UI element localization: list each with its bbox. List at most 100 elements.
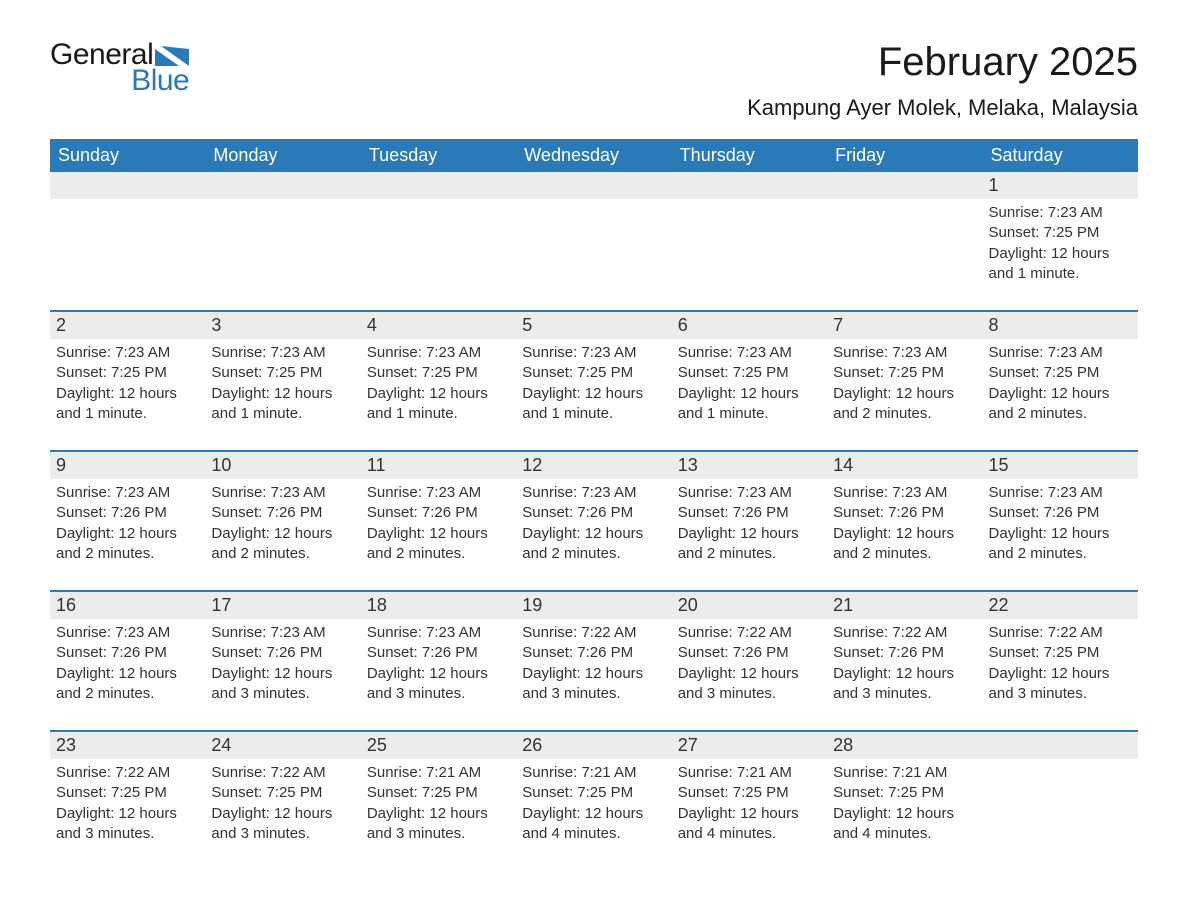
daylight-text: Daylight: 12 hours and 3 minutes. bbox=[989, 664, 1132, 705]
sunrise-text: Sunrise: 7:21 AM bbox=[367, 763, 510, 783]
daylight-text: Daylight: 12 hours and 2 minutes. bbox=[989, 384, 1132, 425]
day-number-cell: 7 bbox=[827, 312, 982, 339]
logo-triangle-icon bbox=[155, 46, 189, 66]
details-row: Sunrise: 7:23 AMSunset: 7:25 PMDaylight:… bbox=[50, 199, 1138, 311]
day-detail-cell bbox=[516, 199, 671, 311]
day-detail-cell: Sunrise: 7:23 AMSunset: 7:26 PMDaylight:… bbox=[50, 479, 205, 591]
title-block: February 2025 Kampung Ayer Molek, Melaka… bbox=[747, 40, 1138, 121]
daynum-row: 1 bbox=[50, 172, 1138, 199]
daylight-text: Daylight: 12 hours and 2 minutes. bbox=[522, 524, 665, 565]
day-number-cell: 13 bbox=[672, 452, 827, 479]
day-detail-cell: Sunrise: 7:23 AMSunset: 7:25 PMDaylight:… bbox=[827, 339, 982, 451]
daylight-text: Daylight: 12 hours and 1 minute. bbox=[56, 384, 199, 425]
day-detail-cell: Sunrise: 7:23 AMSunset: 7:25 PMDaylight:… bbox=[361, 339, 516, 451]
day-number-cell: 14 bbox=[827, 452, 982, 479]
sunset-text: Sunset: 7:25 PM bbox=[678, 783, 821, 803]
dayhead-sun: Sunday bbox=[50, 139, 205, 172]
day-detail-cell: Sunrise: 7:22 AMSunset: 7:26 PMDaylight:… bbox=[516, 619, 671, 731]
sunrise-text: Sunrise: 7:23 AM bbox=[56, 623, 199, 643]
dayhead-tue: Tuesday bbox=[361, 139, 516, 172]
day-number-cell: 25 bbox=[361, 732, 516, 759]
day-number-cell: 20 bbox=[672, 592, 827, 619]
daylight-text: Daylight: 12 hours and 2 minutes. bbox=[833, 524, 976, 565]
sunset-text: Sunset: 7:26 PM bbox=[367, 503, 510, 523]
day-number-cell: 22 bbox=[983, 592, 1138, 619]
day-detail-cell: Sunrise: 7:21 AMSunset: 7:25 PMDaylight:… bbox=[516, 759, 671, 870]
daynum-row: 232425262728 bbox=[50, 732, 1138, 759]
day-detail-cell: Sunrise: 7:23 AMSunset: 7:25 PMDaylight:… bbox=[672, 339, 827, 451]
daylight-text: Daylight: 12 hours and 3 minutes. bbox=[211, 664, 354, 705]
daynum-row: 16171819202122 bbox=[50, 592, 1138, 619]
sunrise-text: Sunrise: 7:22 AM bbox=[678, 623, 821, 643]
daylight-text: Daylight: 12 hours and 1 minute. bbox=[367, 384, 510, 425]
day-detail-cell: Sunrise: 7:22 AMSunset: 7:25 PMDaylight:… bbox=[50, 759, 205, 870]
dayhead-sat: Saturday bbox=[983, 139, 1138, 172]
day-number-cell: 18 bbox=[361, 592, 516, 619]
day-number-cell: 15 bbox=[983, 452, 1138, 479]
day-number-cell: 28 bbox=[827, 732, 982, 759]
daylight-text: Daylight: 12 hours and 1 minute. bbox=[678, 384, 821, 425]
day-number-cell: 10 bbox=[205, 452, 360, 479]
sunset-text: Sunset: 7:25 PM bbox=[989, 643, 1132, 663]
sunrise-text: Sunrise: 7:23 AM bbox=[56, 343, 199, 363]
daylight-text: Daylight: 12 hours and 2 minutes. bbox=[833, 384, 976, 425]
day-number-cell: 26 bbox=[516, 732, 671, 759]
daylight-text: Daylight: 12 hours and 3 minutes. bbox=[367, 664, 510, 705]
dayhead-thu: Thursday bbox=[672, 139, 827, 172]
daylight-text: Daylight: 12 hours and 2 minutes. bbox=[367, 524, 510, 565]
day-number-cell: 16 bbox=[50, 592, 205, 619]
day-detail-cell: Sunrise: 7:23 AMSunset: 7:26 PMDaylight:… bbox=[205, 619, 360, 731]
day-number-cell bbox=[672, 172, 827, 199]
daylight-text: Daylight: 12 hours and 4 minutes. bbox=[522, 804, 665, 845]
sunset-text: Sunset: 7:25 PM bbox=[833, 363, 976, 383]
sunrise-text: Sunrise: 7:22 AM bbox=[989, 623, 1132, 643]
day-number-cell: 27 bbox=[672, 732, 827, 759]
daylight-text: Daylight: 12 hours and 3 minutes. bbox=[367, 804, 510, 845]
sunrise-text: Sunrise: 7:23 AM bbox=[56, 483, 199, 503]
sunset-text: Sunset: 7:25 PM bbox=[56, 783, 199, 803]
daylight-text: Daylight: 12 hours and 1 minute. bbox=[522, 384, 665, 425]
sunrise-text: Sunrise: 7:21 AM bbox=[522, 763, 665, 783]
sunrise-text: Sunrise: 7:22 AM bbox=[833, 623, 976, 643]
sunset-text: Sunset: 7:25 PM bbox=[367, 783, 510, 803]
day-number-cell: 6 bbox=[672, 312, 827, 339]
calendar-table: Sunday Monday Tuesday Wednesday Thursday… bbox=[50, 139, 1138, 870]
day-detail-cell: Sunrise: 7:23 AMSunset: 7:26 PMDaylight:… bbox=[205, 479, 360, 591]
sunrise-text: Sunrise: 7:23 AM bbox=[522, 483, 665, 503]
sunset-text: Sunset: 7:26 PM bbox=[678, 503, 821, 523]
day-number-cell: 5 bbox=[516, 312, 671, 339]
sunrise-text: Sunrise: 7:23 AM bbox=[833, 343, 976, 363]
sunrise-text: Sunrise: 7:23 AM bbox=[989, 483, 1132, 503]
sunrise-text: Sunrise: 7:23 AM bbox=[989, 203, 1132, 223]
day-number-cell: 2 bbox=[50, 312, 205, 339]
day-detail-cell: Sunrise: 7:22 AMSunset: 7:26 PMDaylight:… bbox=[672, 619, 827, 731]
day-number-cell bbox=[50, 172, 205, 199]
day-detail-cell: Sunrise: 7:23 AMSunset: 7:26 PMDaylight:… bbox=[827, 479, 982, 591]
day-number-cell: 17 bbox=[205, 592, 360, 619]
sunset-text: Sunset: 7:26 PM bbox=[56, 643, 199, 663]
day-detail-cell: Sunrise: 7:21 AMSunset: 7:25 PMDaylight:… bbox=[672, 759, 827, 870]
day-detail-cell bbox=[983, 759, 1138, 870]
day-number-cell: 9 bbox=[50, 452, 205, 479]
daylight-text: Daylight: 12 hours and 4 minutes. bbox=[833, 804, 976, 845]
daylight-text: Daylight: 12 hours and 3 minutes. bbox=[833, 664, 976, 705]
sunset-text: Sunset: 7:26 PM bbox=[833, 503, 976, 523]
day-detail-cell: Sunrise: 7:22 AMSunset: 7:26 PMDaylight:… bbox=[827, 619, 982, 731]
sunset-text: Sunset: 7:25 PM bbox=[989, 223, 1132, 243]
daylight-text: Daylight: 12 hours and 4 minutes. bbox=[678, 804, 821, 845]
sunrise-text: Sunrise: 7:23 AM bbox=[989, 343, 1132, 363]
day-number-cell: 1 bbox=[983, 172, 1138, 199]
day-detail-cell: Sunrise: 7:23 AMSunset: 7:26 PMDaylight:… bbox=[983, 479, 1138, 591]
day-detail-cell: Sunrise: 7:23 AMSunset: 7:26 PMDaylight:… bbox=[361, 479, 516, 591]
sunrise-text: Sunrise: 7:23 AM bbox=[678, 483, 821, 503]
sunset-text: Sunset: 7:26 PM bbox=[211, 643, 354, 663]
sunrise-text: Sunrise: 7:22 AM bbox=[211, 763, 354, 783]
sunset-text: Sunset: 7:25 PM bbox=[367, 363, 510, 383]
month-title: February 2025 bbox=[747, 40, 1138, 85]
day-detail-cell bbox=[827, 199, 982, 311]
sunrise-text: Sunrise: 7:22 AM bbox=[56, 763, 199, 783]
day-detail-cell: Sunrise: 7:23 AMSunset: 7:25 PMDaylight:… bbox=[205, 339, 360, 451]
logo: General Blue bbox=[50, 40, 189, 96]
sunset-text: Sunset: 7:26 PM bbox=[522, 503, 665, 523]
details-row: Sunrise: 7:23 AMSunset: 7:26 PMDaylight:… bbox=[50, 479, 1138, 591]
